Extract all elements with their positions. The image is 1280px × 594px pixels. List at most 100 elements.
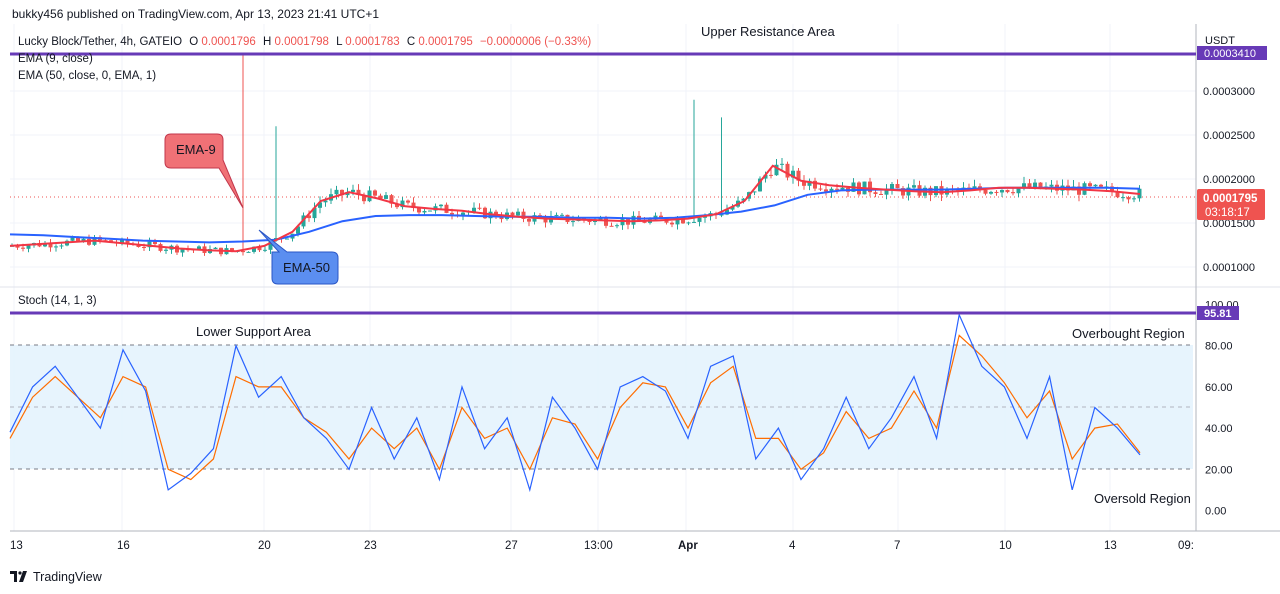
candle-body — [741, 198, 746, 201]
candle-body — [1077, 186, 1081, 195]
currency-label: USDT — [1205, 35, 1235, 47]
ema50-callout: EMA-50 — [258, 229, 339, 285]
candle-body — [884, 188, 889, 195]
last-price-tag — [1197, 189, 1265, 220]
candle-body — [615, 225, 619, 227]
ema9-legend: EMA (9, close) — [18, 53, 93, 65]
candle-body — [527, 218, 531, 222]
candle-body — [587, 220, 592, 222]
candle-body — [543, 216, 548, 223]
low-value: 0.0001783 — [345, 36, 399, 48]
candle-body — [780, 163, 784, 165]
candle-body — [818, 188, 823, 190]
candle-body — [703, 216, 707, 218]
candle-body — [989, 191, 993, 194]
candle-body — [15, 245, 20, 248]
candle-body — [521, 211, 526, 219]
overbought-label: Overbought Region — [1072, 326, 1185, 341]
candle-body — [868, 181, 872, 193]
stoch-tick-label: 60.00 — [1205, 382, 1233, 394]
candle-body — [796, 170, 801, 181]
stoch-tick-label: 40.00 — [1205, 423, 1233, 435]
candle-body — [378, 195, 383, 199]
candle-body — [164, 249, 168, 251]
candle-body — [76, 237, 80, 242]
publisher-text: bukky456 published on TradingView.com, A… — [12, 7, 379, 21]
tradingview-logo: TradingView — [10, 570, 103, 584]
time-tick-label: 13 — [1104, 540, 1117, 552]
ema50-line — [9, 186, 1141, 244]
candle-body — [1027, 183, 1032, 188]
stoch-d-line — [9, 334, 1141, 481]
candle-body — [21, 247, 25, 249]
candle-body — [554, 214, 559, 216]
candle-body — [406, 200, 410, 203]
candle-body — [560, 214, 564, 216]
candle-body — [125, 239, 130, 244]
time-tick-label: 13:00 — [584, 540, 613, 552]
candle-body — [461, 212, 465, 216]
candle-body — [400, 200, 405, 208]
time-tick-label: 7 — [894, 540, 900, 552]
stoch-current-tag — [1197, 306, 1239, 320]
candle-body — [1049, 184, 1054, 187]
candle-body — [1022, 183, 1026, 188]
candle-body — [268, 240, 273, 250]
candle-body — [813, 180, 817, 189]
change-value: −0.0000006 (−0.33%) — [480, 36, 591, 48]
stoch-tick-label: 80.00 — [1205, 341, 1233, 353]
candle-body — [472, 207, 476, 212]
time-tick-label: 4 — [789, 540, 796, 552]
candle-body — [670, 222, 674, 225]
candle-body — [230, 248, 234, 252]
candle-body — [323, 200, 328, 203]
candle-body — [241, 250, 245, 253]
candle-body — [972, 186, 977, 189]
symbol-name: Lucky Block/Tether, 4h, GATEIO — [18, 36, 182, 48]
open-value: 0.0001796 — [201, 36, 255, 48]
candle-body — [829, 188, 834, 192]
time-tick-label: Apr — [678, 540, 698, 552]
candle-body — [213, 247, 218, 250]
stoch-current-label: 95.81 — [1204, 308, 1232, 320]
candle-body — [1088, 183, 1092, 187]
upper-resistance-label: Upper Resistance Area — [701, 24, 835, 39]
candle-body — [763, 174, 768, 179]
stoch-tick-label: 0.00 — [1205, 506, 1226, 518]
candle-body — [934, 186, 938, 196]
high-label: H — [263, 36, 271, 48]
stoch-tick-label: 20.00 — [1205, 464, 1233, 476]
candle-body — [1132, 198, 1136, 200]
time-tick-label: 16 — [117, 540, 130, 552]
time-tick-label: 23 — [364, 540, 377, 552]
candle-body — [824, 189, 828, 192]
candle-body — [620, 219, 625, 226]
candle-body — [81, 238, 86, 242]
candle-body — [571, 221, 575, 223]
candle-body — [351, 189, 355, 192]
candle-body — [417, 208, 421, 213]
candle-body — [142, 247, 146, 249]
candle-body — [1000, 189, 1004, 193]
candle-body — [136, 244, 141, 248]
candle-body — [180, 249, 185, 253]
candle-body — [411, 202, 416, 209]
ema50-callout-text: EMA-50 — [283, 260, 330, 275]
candle-body — [1011, 192, 1015, 194]
candle-body — [43, 243, 47, 247]
candle-body — [659, 215, 663, 219]
candle-body — [296, 226, 300, 234]
price-tick-label: 0.0001000 — [1203, 262, 1255, 274]
price-tick-label: 0.0003000 — [1203, 86, 1255, 98]
candle-body — [334, 189, 339, 195]
candle-body — [70, 237, 75, 241]
candle-body — [1005, 189, 1010, 193]
close-label: C — [407, 36, 415, 48]
candle-body — [752, 191, 757, 193]
candle-body — [730, 206, 735, 210]
candle-body — [681, 218, 685, 224]
candle-body — [312, 207, 317, 219]
candle-body — [197, 246, 201, 250]
candle-body — [1093, 184, 1098, 187]
candle-body — [890, 184, 894, 189]
